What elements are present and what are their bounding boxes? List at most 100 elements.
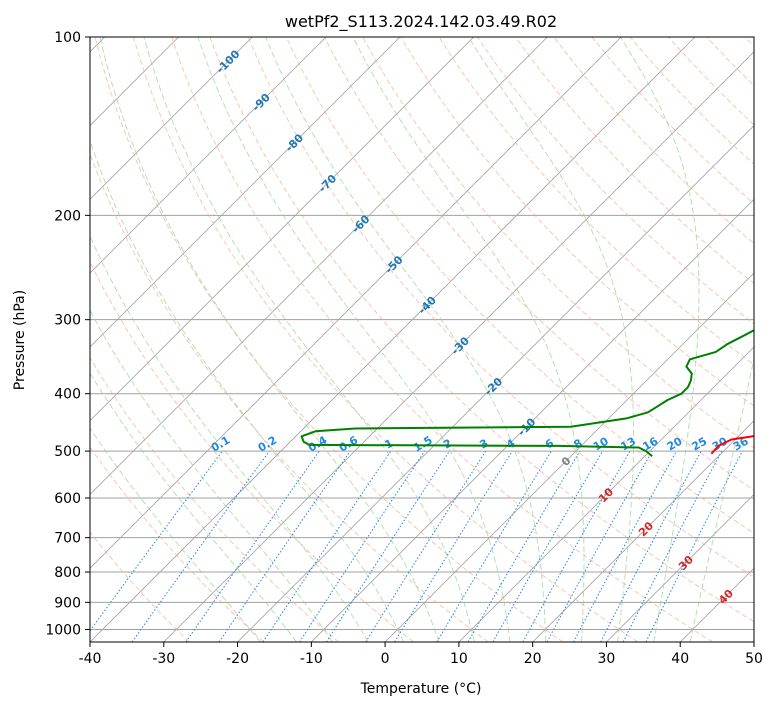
dry-adiabat-line: [667, 37, 754, 126]
mixing-ratio-line: [218, 450, 351, 642]
x-tick-label: -20: [226, 651, 249, 667]
mixing-ratio-line: [394, 450, 513, 642]
dry-adiabat-line: [171, 37, 713, 642]
moist-adiabat-line: [197, 37, 511, 642]
isotherm-line: [90, 37, 253, 200]
x-axis-label: Temperature (°C): [360, 681, 482, 697]
isotherm-label: -70: [316, 172, 339, 195]
dry-adiabat-line: [476, 37, 754, 325]
moist-adiabat-line: [468, 37, 635, 642]
moist-adiabat-line: [143, 37, 475, 642]
moist-adiabat-line: [90, 372, 297, 642]
x-tick-label: 30: [598, 651, 616, 667]
y-tick-label: 400: [54, 387, 81, 403]
dry-adiabat-line: [90, 261, 414, 642]
isotherm-label: 10: [596, 485, 616, 505]
y-tick-label: 700: [54, 531, 81, 547]
dry-adiabat-line: [515, 37, 754, 285]
dry-adiabat-line: [90, 152, 489, 642]
isotherm-label: -100: [214, 47, 243, 76]
isotherm-line: [311, 198, 754, 642]
moist-adiabat-line: [620, 37, 700, 642]
mixing-ratio-label: 1: [383, 437, 396, 452]
x-tick-label: 50: [745, 651, 763, 667]
dry-adiabat-line: [324, 37, 754, 491]
axis-ticks: -40 -30 -20 -10 0 10 20 30 40 5010020030040050060…: [45, 30, 763, 667]
isotherm-line: [90, 37, 401, 348]
chart-title: wetPf2_S113.2024.142.03.49.R02: [285, 12, 557, 32]
dry-adiabat-line: [90, 446, 265, 642]
isotherm-line: [90, 37, 696, 642]
isotherm-label: 0: [559, 454, 574, 469]
line-labels: 0.1 0.2 0.4 0.6 1 1.5 2 3 4 6 8 10 13 16 20 25 30 36-100-…: [209, 47, 751, 607]
isotherm-line: [90, 37, 327, 274]
dry-adiabat-line: [744, 37, 754, 47]
x-tick-label: 40: [671, 651, 689, 667]
isotherm-line: [753, 641, 754, 642]
dry-adiabat-line: [438, 37, 754, 366]
isotherm-line: [606, 493, 754, 642]
isotherm-line: [90, 37, 622, 569]
isotherm-line: [90, 37, 474, 422]
dry-adiabat-line: [90, 531, 190, 642]
mixing-ratio-line: [185, 450, 320, 642]
isotherm-label: -80: [283, 131, 306, 154]
moist-adiabat-line: [90, 139, 405, 642]
x-tick-label: -30: [152, 651, 175, 667]
dewpoint-line: [300, 329, 754, 457]
isotherm-line: [458, 346, 754, 642]
profile-series: [300, 329, 754, 457]
x-tick-label: 10: [450, 651, 468, 667]
y-tick-label: 100: [54, 30, 81, 46]
mixing-ratio-line: [622, 450, 723, 642]
mixing-ratio-label: 3: [477, 437, 490, 452]
isotherm-line: [237, 124, 754, 642]
x-tick-label: -40: [79, 651, 102, 667]
mixing-ratio-line: [365, 450, 487, 642]
temperature-line: [710, 435, 754, 455]
dry-adiabat-line: [285, 37, 754, 534]
mixing-ratio-line: [600, 450, 702, 642]
isotherm-label: -20: [482, 375, 505, 398]
dry-adiabat-line: [362, 37, 754, 449]
y-tick-label: 1000: [45, 622, 81, 638]
dry-adiabat-line: [706, 37, 754, 87]
mixing-ratio-line: [522, 450, 631, 642]
isotherm-label: -60: [349, 212, 372, 235]
plot-frame: [89, 36, 755, 643]
isotherm-label: -90: [250, 91, 273, 114]
x-tick-label: -10: [300, 651, 323, 667]
mixing-ratio-label: 4: [504, 436, 517, 451]
mixing-ratio-line: [325, 450, 450, 642]
mixing-ratio-line: [90, 450, 223, 632]
isotherm-label: -40: [416, 294, 439, 317]
dry-adiabat-line: [132, 37, 639, 642]
mixing-ratio-line: [131, 450, 270, 642]
moist-adiabat-line: [99, 37, 440, 642]
y-tick-label: 900: [54, 595, 81, 611]
dry-adiabat-line: [591, 37, 754, 205]
mixing-ratio-line: [546, 450, 653, 642]
isotherm-label: -50: [382, 253, 405, 276]
y-tick-label: 600: [54, 491, 81, 507]
isotherm-line: [90, 37, 548, 496]
dry-adiabat-line: [553, 37, 754, 245]
moist-adiabat-line: [352, 37, 585, 642]
mixing-ratio-line: [262, 450, 392, 642]
isotherm-line: [532, 420, 754, 642]
y-tick-label: 500: [54, 444, 81, 460]
mixing-ratio-label: 6: [543, 436, 556, 451]
y-axis-label: Pressure (hPa): [12, 290, 28, 390]
moist-adiabat-line: [90, 427, 261, 642]
isotherm-label: 30: [676, 553, 696, 573]
moist-adiabat-line: [689, 356, 754, 642]
mixing-ratio-line: [645, 450, 743, 642]
y-tick-label: 300: [54, 313, 81, 329]
mixing-ratio-line: [573, 450, 677, 642]
dry-adiabat-line: [90, 356, 339, 642]
moist-adiabat-line: [265, 37, 547, 642]
mixing-ratio-line: [436, 450, 552, 642]
dry-adiabat-line: [94, 37, 564, 642]
mixing-ratio-line: [299, 450, 426, 642]
